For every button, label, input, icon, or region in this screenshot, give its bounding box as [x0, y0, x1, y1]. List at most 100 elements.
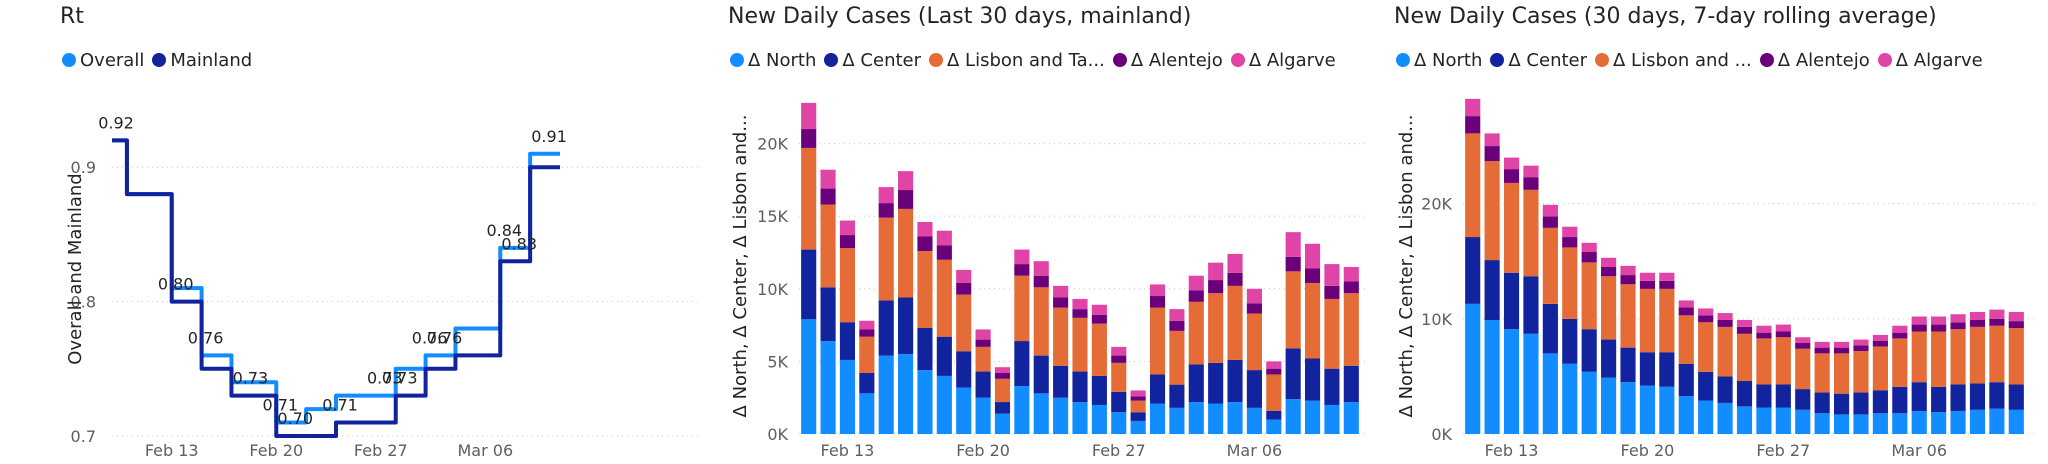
data-label: 0.84: [486, 221, 522, 240]
y-tick-label: 10K: [1421, 310, 1452, 329]
legend-item-algarve[interactable]: Δ Algarve: [1230, 50, 1336, 71]
bar-segment: [1208, 403, 1224, 434]
bar-segment: [1756, 332, 1772, 339]
bar-segment: [1053, 365, 1069, 398]
bar-segment: [1465, 98, 1481, 117]
bar-segment: [1523, 177, 1539, 190]
bar-segment: [1465, 116, 1481, 134]
bar-segment: [1324, 298, 1340, 369]
bar-segment: [1659, 280, 1675, 289]
bar-segment: [956, 351, 972, 388]
bar-segment: [1324, 264, 1340, 286]
bar-segment: [1343, 281, 1359, 294]
legend-item-north[interactable]: Δ North: [730, 50, 816, 71]
bar-segment: [1931, 316, 1947, 325]
bar-segment: [1484, 260, 1500, 320]
bar-segment: [1091, 323, 1107, 376]
bar-segment: [1304, 358, 1321, 401]
bar-segment: [975, 329, 991, 340]
legend-label: Δ Lisbon and ...: [1613, 49, 1752, 71]
bar-segment: [1795, 389, 1811, 410]
bar-segment: [1775, 407, 1791, 434]
bar-segment: [1149, 403, 1166, 434]
bar-segment: [1756, 384, 1772, 408]
bar-segment: [1989, 382, 2005, 409]
bar-segment: [1581, 371, 1597, 434]
bar-segment: [820, 169, 836, 189]
bar-segment: [1736, 319, 1753, 327]
legend-item-overall[interactable]: Overall: [62, 50, 144, 71]
bar-segment: [1324, 404, 1340, 434]
bar-segment: [1091, 375, 1107, 405]
bar-segment: [1950, 322, 1966, 330]
y-tick-label: 10K: [757, 280, 788, 299]
legend-label: Δ North: [1414, 49, 1483, 71]
bar-segment: [1562, 247, 1578, 319]
data-label: 0.73: [367, 369, 403, 388]
bar-segment: [1111, 391, 1127, 413]
bar-segment: [1601, 339, 1617, 378]
bar-segment: [936, 245, 952, 260]
bar-segment: [1717, 313, 1733, 320]
legend-item-lisbon[interactable]: Δ Lisbon and Ta...: [929, 50, 1105, 71]
bar-segment: [839, 235, 856, 249]
bar-segment: [1872, 340, 1888, 347]
bar-segment: [1989, 309, 2005, 319]
bar-segment: [1227, 272, 1243, 286]
bar-segment: [1698, 322, 1714, 372]
bar-segment: [1892, 386, 1908, 414]
bar-segment: [839, 322, 856, 360]
bar-segment: [1285, 348, 1301, 400]
bar-segment: [1266, 410, 1282, 420]
legend-item-center[interactable]: Δ Center: [1490, 50, 1587, 71]
bar-segment: [1698, 315, 1714, 323]
legend-item-north[interactable]: Δ North: [1396, 50, 1482, 71]
bar-segment: [1775, 331, 1791, 338]
legend-item-algarve[interactable]: Δ Algarve: [1877, 50, 1983, 71]
bar-segment: [1892, 325, 1908, 333]
bar-segment: [1853, 414, 1869, 434]
bar-segment: [1639, 352, 1656, 386]
bar-segment: [1717, 376, 1733, 403]
legend-swatch: [929, 53, 944, 67]
legend-label: Overall: [80, 49, 145, 71]
bar-segment: [898, 208, 914, 298]
legend-item-alentejo[interactable]: Δ Alentejo: [1112, 50, 1223, 71]
bar-segment: [1931, 412, 1947, 434]
bar-segment: [1304, 282, 1321, 359]
x-tick-label: Feb 13: [821, 441, 875, 460]
bar-segment: [1601, 267, 1617, 277]
bar-segment: [839, 248, 856, 323]
bar-segment: [917, 327, 933, 371]
legend-item-lisbon[interactable]: Δ Lisbon and ...: [1595, 50, 1752, 71]
bar-segment: [1091, 404, 1107, 434]
bar-segment: [1503, 272, 1520, 330]
bar-segment: [1620, 265, 1636, 276]
bar-segment: [1562, 318, 1578, 364]
legend-item-alentejo[interactable]: Δ Alentejo: [1759, 50, 1870, 71]
bar-segment: [1911, 410, 1927, 434]
chart-legend: Δ North Δ Center Δ Lisbon and ... Δ Alen…: [1396, 49, 1991, 71]
bar-segment: [1149, 374, 1166, 404]
bar-segment: [1208, 262, 1224, 281]
legend-item-center[interactable]: Δ Center: [824, 50, 921, 71]
bar-segment: [820, 204, 836, 288]
bar-segment: [1503, 169, 1520, 183]
bar-segment: [1717, 326, 1733, 377]
bar-segment: [878, 355, 894, 434]
bar-segment: [1950, 384, 1966, 411]
bar-segment: [1911, 324, 1927, 332]
legend-label: Δ Lisbon and Ta...: [947, 49, 1105, 71]
bar-segment: [1833, 347, 1850, 354]
bar-segment: [1304, 268, 1321, 283]
bar-segment: [1872, 346, 1888, 391]
legend-item-mainland[interactable]: Mainland: [152, 50, 252, 71]
data-label: 0.76: [427, 328, 463, 347]
bar-segment: [994, 413, 1011, 434]
bar-segment: [1717, 319, 1733, 327]
data-label: 0.76: [412, 328, 448, 347]
bar-segment: [1931, 324, 1947, 332]
bar-segment: [1969, 409, 1986, 434]
